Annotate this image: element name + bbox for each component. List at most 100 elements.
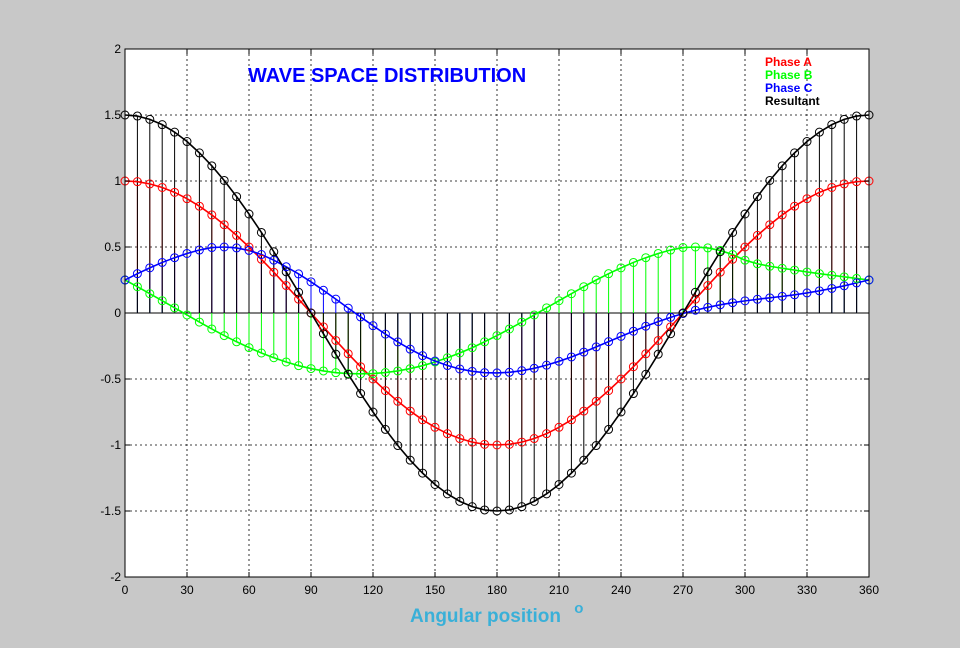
phase-c-point xyxy=(343,303,353,313)
phase-a-point xyxy=(207,210,217,220)
resultant-point xyxy=(554,479,564,489)
phase-c-point xyxy=(517,366,527,376)
phase-b-point xyxy=(740,255,750,265)
legend-resultant: Resultant xyxy=(765,94,820,108)
resultant-point xyxy=(430,479,440,489)
y-tick-label: -1.5 xyxy=(100,504,121,518)
phase-b-point xyxy=(591,275,601,285)
x-tick-label: 180 xyxy=(487,583,507,597)
phase-c-point xyxy=(356,312,366,322)
phase-c-point xyxy=(777,291,787,301)
resultant-point xyxy=(814,127,824,137)
phase-c-point xyxy=(331,294,341,304)
phase-a-point xyxy=(752,230,762,240)
phase-c-point xyxy=(455,364,465,374)
phase-c-point xyxy=(579,347,589,357)
phase-c-point xyxy=(765,293,775,303)
phase-b-point xyxy=(777,263,787,273)
phase-b-point xyxy=(232,337,242,347)
phase-b-point xyxy=(306,364,316,374)
phase-a-point xyxy=(579,406,589,416)
phase-a-point xyxy=(728,254,738,264)
phase-b-point xyxy=(728,250,738,260)
y-tick-label: -0.5 xyxy=(100,372,121,386)
phase-b-point xyxy=(219,331,229,341)
resultant-point xyxy=(616,407,626,417)
x-tick-label: 240 xyxy=(611,583,631,597)
phase-a-point xyxy=(232,230,242,240)
phase-a-point xyxy=(318,322,328,332)
resultant-point xyxy=(790,148,800,158)
phase-c-point xyxy=(244,245,254,255)
resultant-point xyxy=(232,192,242,202)
resultant-point xyxy=(132,111,142,121)
phase-a-point xyxy=(145,179,155,189)
phase-c-point xyxy=(802,288,812,298)
phase-b-point xyxy=(256,348,266,358)
phase-a-point xyxy=(380,386,390,396)
phase-b-point xyxy=(418,361,428,371)
phase-c-point xyxy=(405,344,415,354)
phase-c-point xyxy=(207,243,217,253)
resultant-point xyxy=(256,227,266,237)
legend-phase-a: Phase A xyxy=(765,55,812,69)
phase-b-point xyxy=(145,289,155,299)
phase-a-point xyxy=(504,439,514,449)
phase-b-point xyxy=(281,357,291,367)
phase-b-point xyxy=(765,261,775,271)
y-tick-label: 2 xyxy=(114,42,121,56)
resultant-point xyxy=(157,120,167,130)
phase-c-point xyxy=(827,283,837,293)
phase-b-point xyxy=(132,282,142,292)
phase-c-point xyxy=(380,329,390,339)
x-axis-label-text: Angular position xyxy=(410,606,561,627)
x-tick-label: 30 xyxy=(180,583,194,597)
resultant-point xyxy=(839,114,849,124)
x-axis-label-degree: o xyxy=(574,600,583,617)
resultant-point xyxy=(467,502,477,512)
resultant-point xyxy=(343,369,353,379)
phase-c-point xyxy=(690,305,700,315)
phase-a-point xyxy=(331,335,341,345)
phase-b-point xyxy=(790,265,800,275)
phase-b-point xyxy=(554,296,564,306)
phase-b-point xyxy=(752,259,762,269)
resultant-point xyxy=(269,247,279,257)
resultant-point xyxy=(504,505,514,515)
phase-a-point xyxy=(628,362,638,372)
phase-c-point xyxy=(752,294,762,304)
resultant-point xyxy=(244,209,254,219)
x-tick-label: 60 xyxy=(242,583,256,597)
resultant-point xyxy=(517,502,527,512)
y-tick-label: -2 xyxy=(110,570,121,584)
phase-a-point xyxy=(814,187,824,197)
y-tick-label: 1.5 xyxy=(104,108,121,122)
resultant-point xyxy=(455,496,465,506)
phase-b-point xyxy=(455,348,465,358)
phase-c-point xyxy=(715,300,725,310)
x-tick-label: 120 xyxy=(363,583,383,597)
phase-c-point xyxy=(616,331,626,341)
resultant-point xyxy=(492,506,502,516)
phase-c-point xyxy=(467,366,477,376)
phase-a-point xyxy=(740,242,750,252)
phase-c-point xyxy=(591,342,601,352)
phase-b-point xyxy=(405,364,415,374)
phase-c-point xyxy=(132,269,142,279)
phase-b-point xyxy=(827,270,837,280)
y-tick-label: 0 xyxy=(114,306,121,320)
phase-c-point xyxy=(170,253,180,263)
phase-c-point xyxy=(306,277,316,287)
resultant-point xyxy=(170,127,180,137)
x-tick-label: 150 xyxy=(425,583,445,597)
legend-phase-c: Phase C xyxy=(765,81,813,95)
phase-a-point xyxy=(182,194,192,204)
resultant-point xyxy=(678,308,688,318)
phase-a-point xyxy=(281,281,291,291)
phase-c-point xyxy=(318,285,328,295)
resultant-point xyxy=(542,489,552,499)
phase-a-point xyxy=(256,254,266,264)
phase-c-point xyxy=(740,296,750,306)
phase-b-point xyxy=(182,310,192,320)
resultant-point xyxy=(294,287,304,297)
